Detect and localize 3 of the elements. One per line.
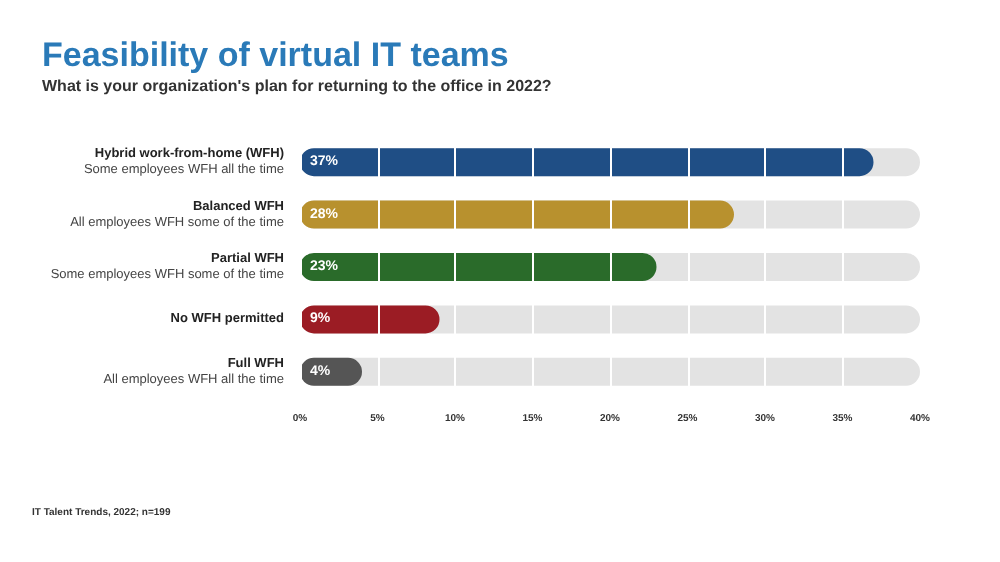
chart-title: Feasibility of virtual IT teams bbox=[42, 36, 509, 74]
bar bbox=[300, 305, 440, 334]
chart-subtitle: What is your organization's plan for returning to the office in 2022? bbox=[42, 77, 552, 95]
